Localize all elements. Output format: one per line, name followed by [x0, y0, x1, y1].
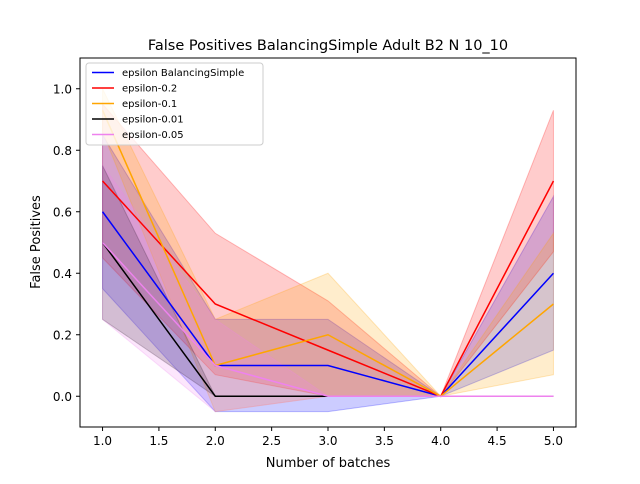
x-tick-label: 1.5	[149, 434, 168, 448]
x-tick-label: 1.0	[93, 434, 112, 448]
y-tick-label: 0.2	[53, 328, 72, 342]
legend-label-4: epsilon-0.05	[122, 130, 184, 141]
x-tick-label: 2.0	[206, 434, 225, 448]
legend-label-3: epsilon-0.01	[122, 115, 184, 126]
x-axis-label: Number of batches	[266, 456, 391, 471]
x-tick-label: 4.0	[431, 434, 450, 448]
y-tick-label: 0.8	[53, 144, 72, 158]
y-axis-label: False Positives	[29, 195, 44, 289]
y-tick-label: 1.0	[53, 82, 72, 96]
y-tick-label: 0.0	[53, 390, 72, 404]
legend: epsilon BalancingSimple epsilon-0.2 epsilo…	[86, 63, 263, 145]
legend-label-0: epsilon BalancingSimple	[122, 68, 244, 79]
legend-label-2: epsilon-0.1	[122, 99, 177, 110]
x-tick-label: 2.5	[262, 434, 281, 448]
y-tick-label: 0.6	[53, 205, 72, 219]
chart-title: False Positives BalancingSimple Adult B2…	[148, 38, 508, 54]
x-tick-label: 3.5	[375, 434, 394, 448]
x-tick-label: 5.0	[544, 434, 563, 448]
x-tick-label: 4.5	[488, 434, 507, 448]
legend-label-1: epsilon-0.2	[122, 84, 177, 95]
x-tick-label: 3.0	[318, 434, 337, 448]
y-tick-label: 0.4	[53, 267, 72, 281]
